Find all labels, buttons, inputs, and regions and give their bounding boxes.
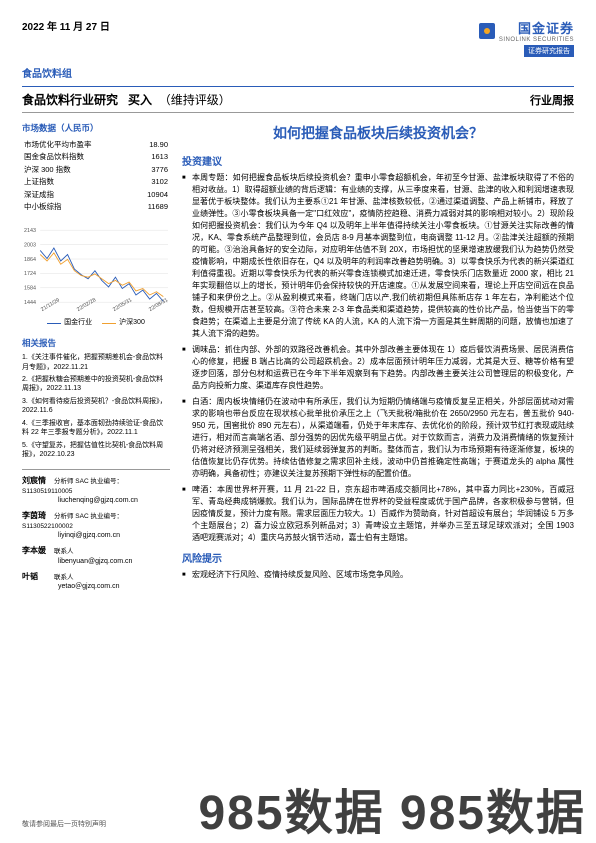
logo-block: 国金证券 SINOLINK SECURITIES 证券研究报告 — [479, 18, 574, 57]
advice-heading: 投资建议 — [182, 153, 574, 168]
report-item: 2.《把握秋糖会预期差中的投资契机-食品饮料周报》，2022.11.13 — [22, 375, 170, 394]
logo-icon — [479, 23, 495, 39]
risk-heading: 风险提示 — [182, 550, 574, 565]
svg-text:2003: 2003 — [24, 242, 36, 248]
mkt-value: 1613 — [134, 152, 168, 163]
logo-en: SINOLINK SECURITIES — [499, 37, 574, 43]
report-date: 2022 年 11 月 27 日 — [22, 18, 110, 33]
market-data-title: 市场数据（人民币） — [22, 123, 170, 135]
main-title: 如何把握食品板块后续投资机会？ — [182, 123, 574, 143]
svg-text:1864: 1864 — [24, 257, 36, 263]
footer-disclaimer: 敬请参阅最后一页特别声明 — [22, 819, 106, 829]
advice-bullets: 本周专题：如何把握食品板块后续投资机会？重申小零食超额机会，年初至今甘源、盐津板… — [182, 172, 574, 544]
report-type: 行业周报 — [530, 92, 574, 108]
logo-cn: 国金证券 — [499, 18, 574, 37]
logo-tag: 证券研究报告 — [524, 45, 574, 57]
report-item: 1.《关注事件催化，把握预期差机会-食品饮料月专题》，2022.11.21 — [22, 353, 170, 372]
svg-text:1584: 1584 — [24, 285, 36, 291]
divider — [22, 86, 574, 87]
watermark: 985数据 985数据 — [198, 773, 586, 843]
analyst-name: 李本媛 — [22, 546, 54, 556]
risk-bullets: 宏观经济下行风险、疫情持续反复风险、区域市场竞争风险。 — [182, 569, 574, 581]
svg-text:2143: 2143 — [24, 228, 36, 234]
mkt-value: 11689 — [134, 202, 168, 213]
analyst-role: 联系人 — [54, 574, 74, 581]
report-item: 4.《三季报收官，基本面韧劲持续验证-食品饮料 22 年三季报专题分析》，202… — [22, 419, 170, 438]
legend-label: 国金行业 — [64, 318, 92, 328]
mkt-label: 市场优化平均市盈率 — [24, 140, 132, 151]
thin-divider — [22, 112, 574, 113]
report-item: 3.《如何看待疫后投资契机？-食品饮料周报》，2022.11.6 — [22, 397, 170, 416]
related-reports-title: 相关报告 — [22, 338, 170, 350]
mkt-label: 上证指数 — [24, 177, 132, 188]
analyst-email: liyinqi@gjzq.com.cn — [58, 532, 120, 539]
analyst-name: 李茵琦 — [22, 511, 54, 521]
mkt-label: 深证成指 — [24, 190, 132, 201]
market-data-table: 市场优化平均市盈率18.90国金食品饮料指数1613沪深 300 指数3776上… — [22, 138, 170, 215]
report-item: 5.《守望复苏，把握估值性比契机-食品饮料周报》，2022.10.23 — [22, 441, 170, 460]
mkt-label: 国金食品饮料指数 — [24, 152, 132, 163]
svg-text:1444: 1444 — [24, 300, 36, 306]
advice-bullet: 调味品：抓住内部、外部的双路径改善机会。其中外部改善主要体现在 1）疫后餐饮消费… — [182, 344, 574, 392]
price-chart: 2143 2003 1864 1724 1584 1444 21/11/29 22/02/2… — [22, 223, 170, 328]
svg-text:22/08/31: 22/08/31 — [148, 297, 169, 313]
mkt-value: 18.90 — [134, 140, 168, 151]
mkt-value: 3102 — [134, 177, 168, 188]
analyst-email: libenyuan@gjzq.com.cn — [58, 558, 132, 565]
analyst-email: liuchenqing@gjzq.com.cn — [58, 497, 138, 504]
related-reports-list: 1.《关注事件催化，把握预期差机会-食品饮料月专题》，2022.11.21 2.《… — [22, 353, 170, 459]
analyst-name: 叶韬 — [22, 572, 54, 582]
mkt-value: 3776 — [134, 165, 168, 176]
legend-label: 沪深300 — [119, 318, 145, 328]
analyst-name: 刘宸情 — [22, 476, 54, 486]
advice-bullet: 啤酒：本周世界杯开赛，11 月 21-22 日，京东超市啤酒成交额同比+78%，… — [182, 484, 574, 544]
report-title-left: 食品饮料行业研究 买入 （维持评级） — [22, 91, 231, 108]
analyst-list: 刘宸情分析师 SAC 执业编号：S1130519110005liuchenqin… — [22, 469, 170, 591]
svg-text:21/11/29: 21/11/29 — [40, 297, 61, 312]
mkt-label: 沪深 300 指数 — [24, 165, 132, 176]
analyst-email: yetao＠gjzq.com.cn — [58, 583, 119, 590]
mkt-label: 中小板综指 — [24, 202, 132, 213]
analyst-role: 联系人 — [54, 548, 74, 555]
svg-text:22/05/31: 22/05/31 — [112, 297, 133, 313]
svg-text:22/02/28: 22/02/28 — [76, 297, 97, 313]
svg-text:1724: 1724 — [24, 271, 36, 277]
mkt-value: 10904 — [134, 190, 168, 201]
advice-bullet: 白酒：周内板块情绪仍在波动中有所承压，我们认为短期仍情绪端与疫情反复呈正相关，外… — [182, 396, 574, 480]
advice-bullet: 本周专题：如何把握食品板块后续投资机会？重申小零食超额机会，年初至今甘源、盐津板… — [182, 172, 574, 340]
group-label: 食品饮料组 — [22, 65, 574, 80]
